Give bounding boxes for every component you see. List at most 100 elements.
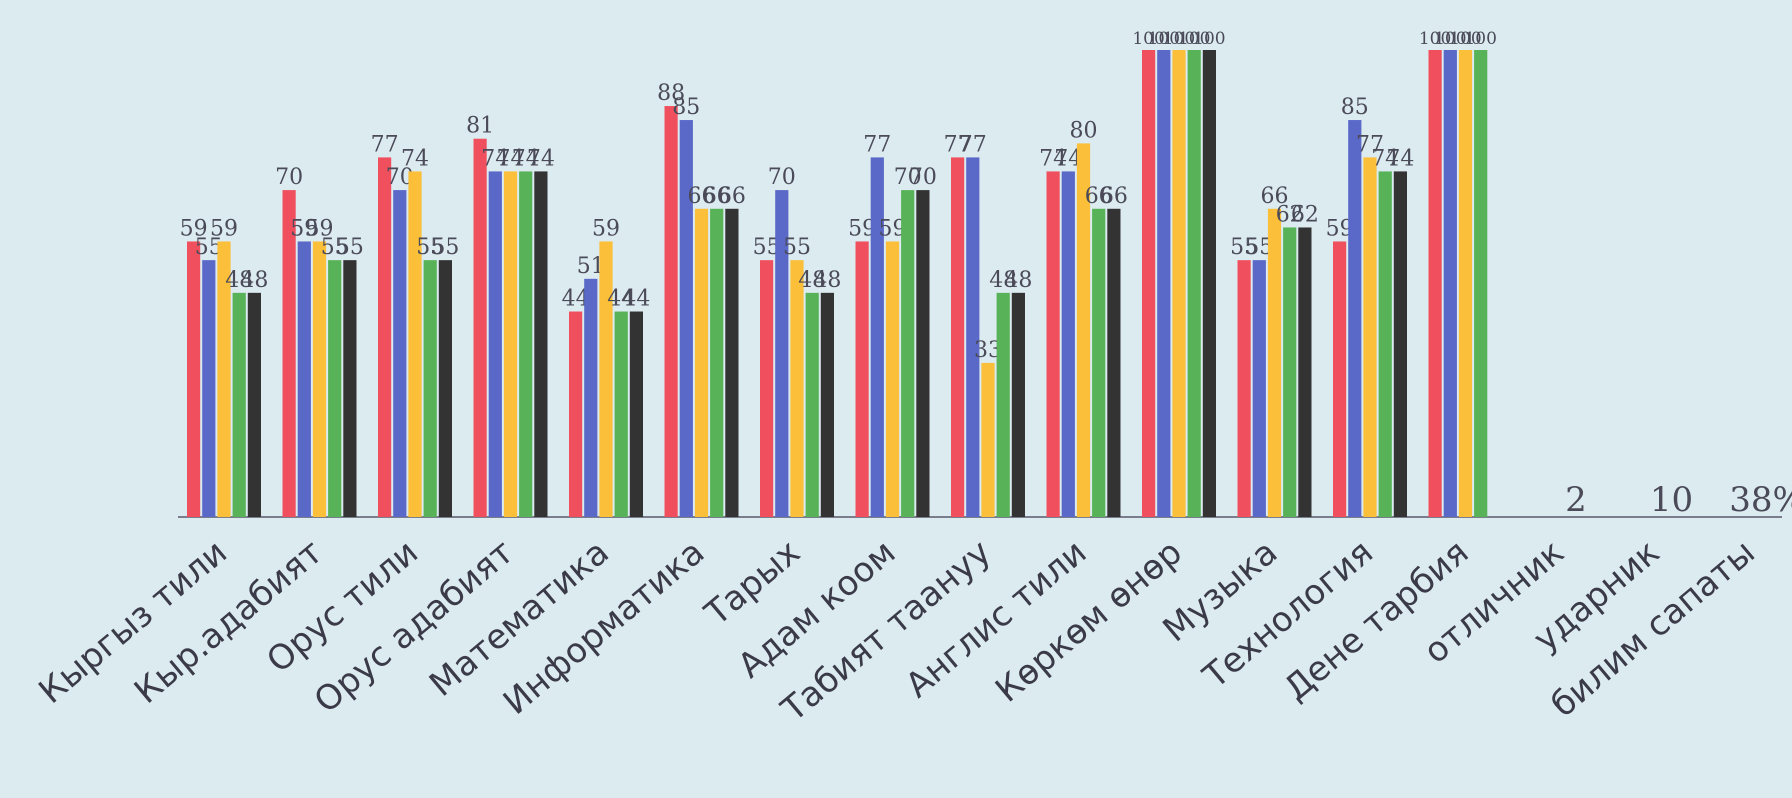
bar-value-label: 74 (512, 146, 540, 171)
bar (855, 241, 869, 517)
bar-value-label: 100 (1419, 29, 1451, 49)
bar (569, 311, 583, 517)
bar (966, 157, 980, 517)
bar-value-label: 55 (336, 235, 364, 260)
bar-value-label: 88 (657, 81, 685, 106)
bar (1458, 50, 1473, 517)
bar-value-label: 100 (1163, 29, 1195, 49)
bar (217, 241, 231, 517)
bar (1061, 171, 1075, 518)
bar-value-label: 74 (1039, 146, 1067, 171)
bar (297, 241, 311, 517)
bar (282, 190, 296, 517)
bar-value-label: 100 (1148, 29, 1180, 49)
bar (885, 241, 900, 517)
bar (503, 171, 518, 518)
bar (247, 292, 261, 517)
bar (760, 260, 774, 517)
bar (1378, 171, 1392, 518)
bar-value-label: 66 (718, 184, 746, 209)
bar (996, 292, 1010, 517)
bar (1298, 227, 1312, 517)
bar-value-label: 77 (959, 132, 987, 157)
bar-value-label: 80 (1070, 118, 1098, 143)
bar-value-label: 55 (321, 235, 349, 260)
bar (870, 157, 884, 517)
bar-value-label: 70 (894, 165, 922, 190)
bar-value-label: 59 (592, 216, 620, 241)
bar (629, 311, 643, 517)
bar (599, 241, 613, 517)
bar-value-label: 59 (306, 216, 334, 241)
bar (1393, 171, 1407, 518)
bar-value-label: 70 (909, 165, 937, 190)
bar-value-label: 48 (225, 268, 253, 293)
bar-value-label: 85 (672, 95, 700, 120)
bar (1011, 292, 1025, 517)
bar-value-label: 74 (401, 146, 429, 171)
bar (393, 190, 407, 517)
bar (1076, 143, 1091, 517)
bar-value-label: 70 (275, 165, 303, 190)
bar (328, 260, 342, 517)
bar-value-label: 44 (622, 287, 650, 312)
bar-value-label: 55 (416, 235, 444, 260)
bar-value-label: 66 (1261, 184, 1289, 209)
bar-value-label: 59 (290, 216, 318, 241)
summary-value-label: 38% (1729, 480, 1792, 520)
bar (378, 157, 392, 517)
bar (1333, 241, 1347, 517)
bar-value-label: 55 (783, 235, 811, 260)
bar-value-label: 62 (1276, 202, 1304, 227)
bar-value-label: 74 (1371, 146, 1399, 171)
bar-value-label: 66 (703, 184, 731, 209)
bar-value-label: 77 (1356, 132, 1384, 157)
bar (775, 190, 789, 517)
bar-value-label: 66 (688, 184, 716, 209)
bar (614, 311, 628, 517)
bar (343, 260, 357, 517)
bar-value-label: 74 (1386, 146, 1414, 171)
bar (187, 241, 201, 517)
bar-value-label: 85 (1341, 95, 1369, 120)
bar-value-label: 100 (1132, 29, 1164, 49)
bar (534, 171, 548, 518)
bar-value-label: 70 (768, 165, 796, 190)
bar (1187, 50, 1201, 517)
bar (951, 157, 965, 517)
bar-value-label: 59 (210, 216, 238, 241)
bar (438, 260, 452, 517)
bar-value-label: 100 (1434, 29, 1466, 49)
bar (694, 208, 709, 517)
bar-value-label: 48 (798, 268, 826, 293)
bar (312, 241, 327, 517)
bar (232, 292, 246, 517)
bar-value-label: 100 (1193, 29, 1225, 49)
bar-value-label: 74 (527, 146, 555, 171)
bar (1443, 50, 1457, 517)
bar (790, 260, 804, 517)
bar (1363, 157, 1377, 517)
bar-value-label: 74 (481, 146, 509, 171)
bar (1237, 260, 1251, 517)
bar-value-label: 48 (1004, 268, 1032, 293)
bar (202, 260, 216, 517)
bar (916, 190, 930, 517)
bar (1202, 50, 1216, 517)
bar-value-label: 100 (1449, 29, 1481, 49)
bar (423, 260, 437, 517)
bar-value-label: 81 (466, 114, 494, 139)
bar (1142, 50, 1156, 517)
bar-value-label: 77 (863, 132, 891, 157)
bar (820, 292, 834, 517)
bar-value-label: 48 (813, 268, 841, 293)
bar (1283, 227, 1297, 517)
bar-value-label: 62 (1291, 202, 1319, 227)
bar-value-label: 59 (180, 216, 208, 241)
bar-value-label: 74 (497, 146, 525, 171)
bar (725, 208, 739, 517)
summary-value-label: 10 (1650, 480, 1693, 520)
bar (519, 171, 533, 518)
bar (1172, 50, 1186, 517)
bar-value-label: 66 (1085, 184, 1113, 209)
